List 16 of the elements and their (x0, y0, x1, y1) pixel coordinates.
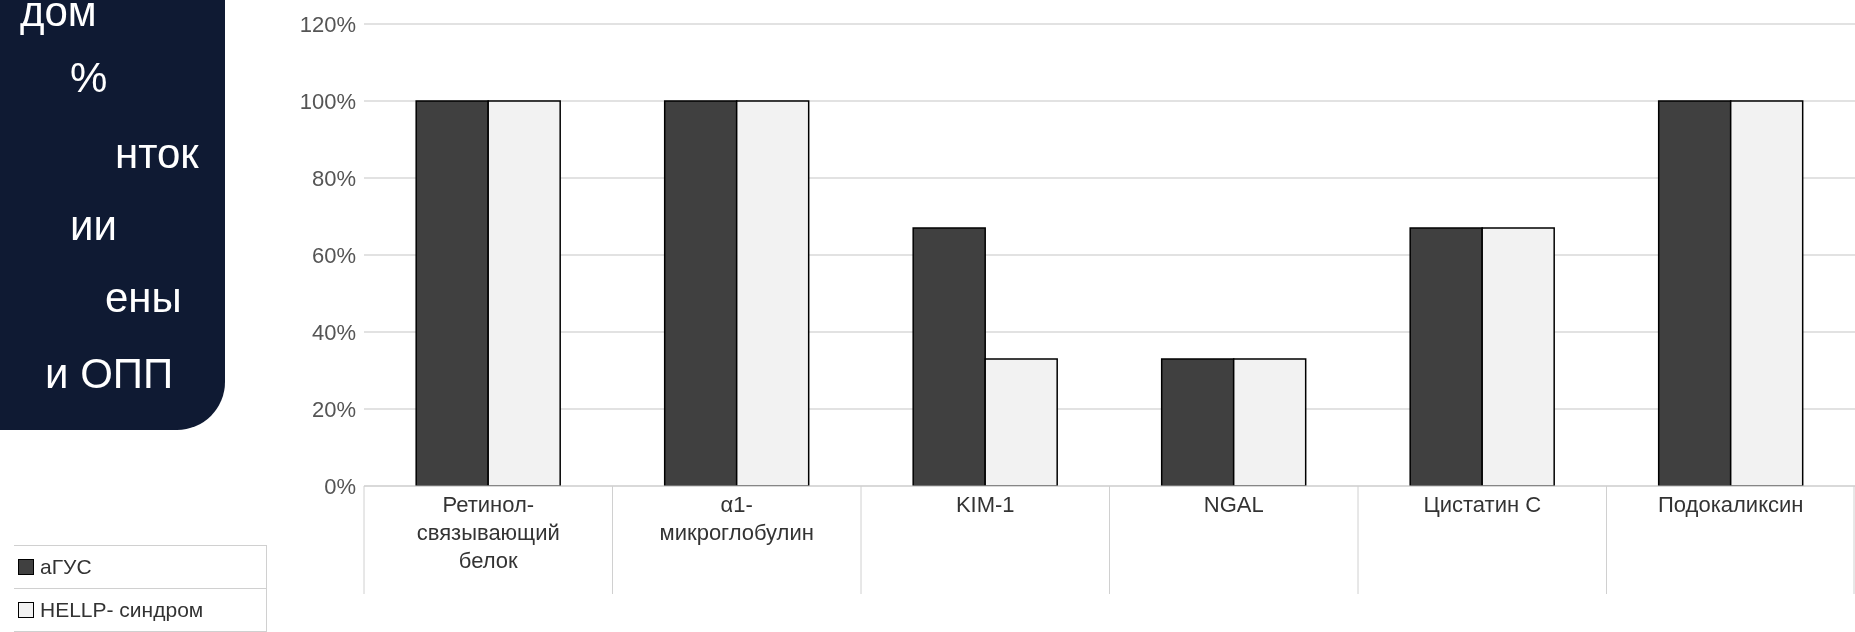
legend-label: аГУС (40, 555, 92, 579)
y-tick-label: 0% (324, 473, 356, 499)
y-tick-label: 120% (299, 11, 356, 37)
legend-label: HELLP- синдром (40, 598, 204, 622)
x-tick-label: α1-микроглобулин (659, 492, 814, 545)
y-tick-label: 80% (311, 165, 356, 191)
y-tick-label: 20% (311, 396, 356, 422)
x-tick-label: KIM-1 (955, 492, 1015, 517)
y-tick-label: 60% (311, 242, 356, 268)
y-tick-label: 40% (311, 319, 356, 345)
x-tick-label: Подокаликсин (1658, 492, 1804, 517)
x-tick-label: Ретинол-связывающий белок (416, 492, 560, 573)
x-tick-label: NGAL (1203, 492, 1264, 517)
text-card: дом % нток ии ены и ОПП (0, 0, 225, 430)
y-tick-label: 100% (299, 88, 356, 114)
x-tick-label: Цистатин С (1423, 492, 1542, 517)
